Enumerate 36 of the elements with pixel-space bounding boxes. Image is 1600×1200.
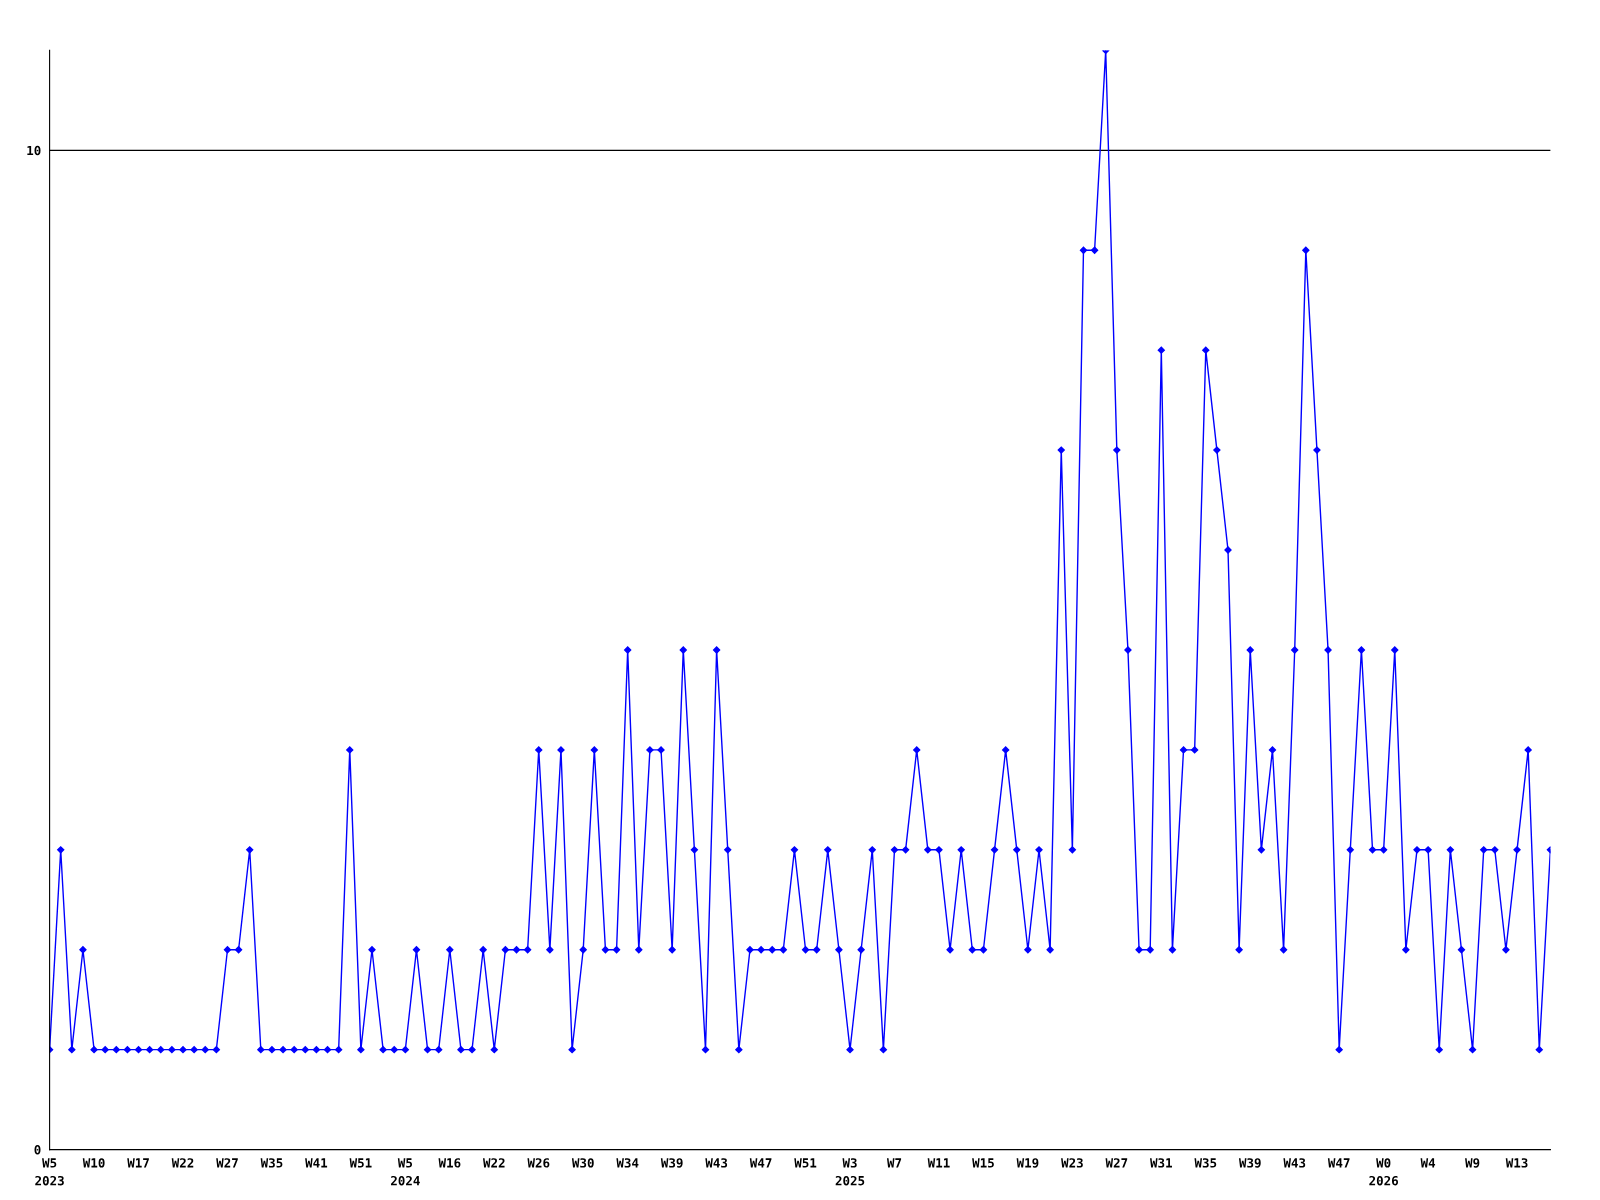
x-tick-label: W7 [886,1158,902,1168]
x-tick-label: W22 [171,1158,194,1168]
y-tick-label: 10 [27,145,41,156]
x-tick-label: W23 [1061,1158,1083,1168]
x-tick-label: W47 [749,1158,772,1168]
y-tick-label: 0 [34,1145,41,1155]
x-tick-label: W0 2026 [1369,1158,1399,1186]
x-tick-label: W3 2025 [835,1158,865,1186]
x-tick-label: W31 [1150,1158,1172,1168]
x-tick-label: W11 [927,1158,950,1168]
x-tick-label: W43 [1283,1158,1306,1168]
x-tick-label: W43 [705,1158,728,1168]
x-tick-label: W15 [972,1158,994,1168]
x-tick-label: W13 [1505,1158,1528,1168]
x-tick-label: W39 [660,1158,683,1168]
x-tick-label: W5 2023 [35,1158,64,1186]
x-tick-label: W26 [527,1158,550,1168]
x-tick-label: W51 [349,1158,372,1168]
x-tick-label: W47 [1327,1158,1350,1168]
x-tick-label: W27 [1105,1158,1128,1168]
x-tick-label: W22 [482,1158,505,1168]
x-tick-label: W27 [216,1158,238,1168]
x-tick-label: W17 [127,1158,149,1168]
x-tick-label: W4 [1420,1158,1436,1168]
x-tick-label: W51 [794,1158,817,1168]
x-tick-label: W35 [260,1158,283,1168]
x-tick-label: W30 [571,1158,594,1168]
x-tick-label: W5 2024 [391,1158,420,1186]
x-tick-label: W41 [305,1158,328,1168]
x-tick-label: W16 [438,1158,461,1168]
x-tick-label: W9 [1465,1158,1480,1168]
x-tick-label: W34 [616,1158,639,1168]
x-tick-label: W19 [1016,1158,1039,1168]
x-tick-label: W35 [1194,1158,1217,1168]
x-tick-label: W39 [1238,1158,1261,1168]
x-tick-label: W10 [82,1158,105,1168]
